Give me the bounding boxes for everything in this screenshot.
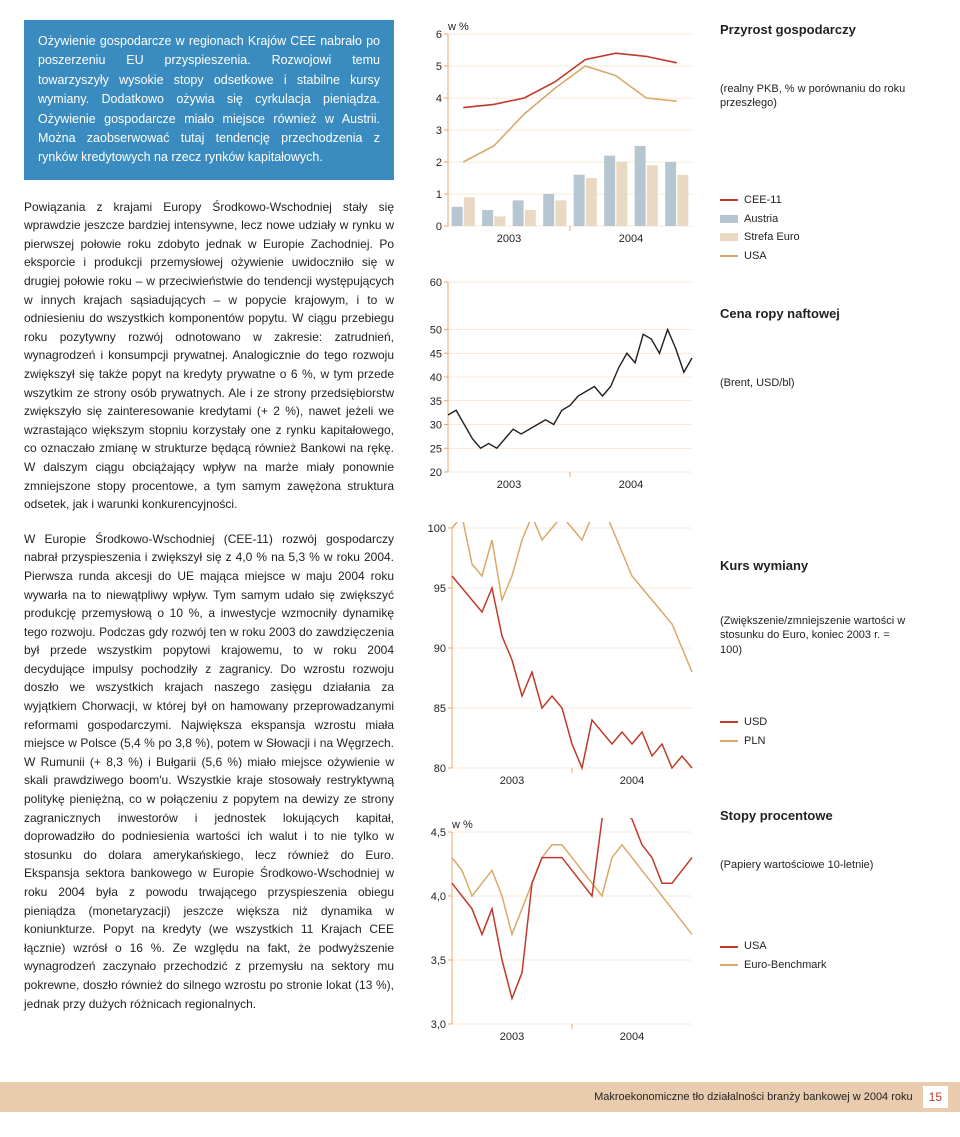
legend-swatch: [720, 255, 738, 257]
svg-text:2004: 2004: [619, 233, 643, 245]
legend-swatch: [720, 946, 738, 948]
charts-column: w %012345620032004 202530354045506020032…: [412, 20, 702, 1074]
footer-page-number: 15: [923, 1086, 948, 1108]
legend-label: USD: [744, 714, 767, 731]
svg-text:85: 85: [434, 703, 446, 715]
svg-text:90: 90: [434, 643, 446, 655]
highlight-box: Ożywienie gospodarcze w regionach Krajów…: [24, 20, 394, 180]
chart-interest-rates: w % 3,0 3,5 4,0 4,5 2003 2004: [412, 818, 702, 1048]
legend-label: USA: [744, 938, 767, 955]
legend-label: CEE-11: [744, 192, 782, 209]
svg-text:50: 50: [430, 325, 442, 337]
legend-swatch: [720, 215, 738, 223]
svg-text:80: 80: [434, 763, 446, 775]
svg-text:95: 95: [434, 583, 446, 595]
sidebar-sub: (realny PKB, % w porównaniu do roku prze…: [720, 82, 910, 112]
svg-text:3,5: 3,5: [431, 955, 446, 967]
sidebar-title: Cena ropy naftowej: [720, 304, 910, 324]
sidebar-sub: (Zwiększenie/zmniejszenie wartości w sto…: [720, 614, 910, 659]
sidebar-title: Przyrost gospodarczy: [720, 20, 910, 40]
svg-text:2: 2: [436, 157, 442, 169]
sidebar-column: Przyrost gospodarczy (realny PKB, % w po…: [720, 20, 910, 1074]
sidebar-title: Kurs wymiany: [720, 556, 910, 576]
svg-text:4,5: 4,5: [431, 827, 446, 839]
svg-text:0: 0: [436, 221, 442, 233]
legend-swatch: [720, 964, 738, 966]
svg-text:45: 45: [430, 348, 442, 360]
legend-item: USA: [720, 248, 910, 265]
svg-text:2003: 2003: [500, 1031, 524, 1043]
svg-text:35: 35: [430, 396, 442, 408]
legend-swatch: [720, 721, 738, 723]
legend-item: Strefa Euro: [720, 229, 910, 246]
legend-label: Euro-Benchmark: [744, 957, 827, 974]
svg-text:w %: w %: [447, 21, 469, 33]
svg-text:20: 20: [430, 467, 442, 479]
legend-item: USD: [720, 714, 910, 731]
svg-text:2004: 2004: [619, 479, 643, 491]
sidebar-block-2: Cena ropy naftowej (Brent, USD/bl): [720, 304, 910, 556]
legend-item: Euro-Benchmark: [720, 957, 910, 974]
footer-bar: Makroekonomiczne tło działalności branży…: [0, 1082, 960, 1112]
legend-label: USA: [744, 248, 767, 265]
paragraph-2: W Europie Środkowo-Wschodniej (CEE-11) r…: [24, 530, 394, 1013]
svg-text:1: 1: [436, 189, 442, 201]
svg-text:5: 5: [436, 61, 442, 73]
legend-label: Austria: [744, 211, 778, 228]
sidebar-block-1: Przyrost gospodarczy (realny PKB, % w po…: [720, 20, 910, 190]
svg-text:2004: 2004: [620, 1031, 644, 1043]
svg-text:4: 4: [436, 93, 442, 105]
sidebar-sub: (Brent, USD/bl): [720, 376, 910, 391]
legend-item: Austria: [720, 211, 910, 228]
svg-text:60: 60: [430, 277, 442, 289]
sidebar-block-3: Kurs wymiany (Zwiększenie/zmniejszenie w…: [720, 556, 910, 806]
legend-item: USA: [720, 938, 910, 955]
svg-text:2004: 2004: [620, 775, 644, 787]
legend-label: PLN: [744, 733, 765, 750]
svg-text:6: 6: [436, 29, 442, 41]
sidebar-sub: (Papiery wartościowe 10-letnie): [720, 858, 910, 873]
svg-text:100: 100: [428, 523, 446, 535]
sidebar-legend-1: CEE-11 AustriaStrefa Euro USA: [720, 192, 910, 304]
svg-text:w %: w %: [451, 819, 473, 831]
svg-text:4,0: 4,0: [431, 891, 446, 903]
svg-text:2003: 2003: [497, 479, 521, 491]
svg-text:40: 40: [430, 372, 442, 384]
chart-exchange-rate: 80 85 90 95 100 2003 2004: [412, 522, 702, 792]
left-column: Ożywienie gospodarcze w regionach Krajów…: [24, 20, 394, 1074]
chart-gdp-growth: w % 0 1 2 3 4 5 6 2003 2004: [412, 20, 702, 250]
sidebar-title: Stopy procentowe: [720, 806, 910, 826]
svg-text:2003: 2003: [497, 233, 521, 245]
legend-swatch: [720, 740, 738, 742]
sidebar-block-4: Stopy procentowe (Papiery wartościowe 10…: [720, 806, 910, 1016]
paragraph-1: Powiązania z krajami Europy Środkowo-Wsc…: [24, 198, 394, 514]
svg-text:25: 25: [430, 443, 442, 455]
svg-text:3,0: 3,0: [431, 1019, 446, 1031]
legend-swatch: [720, 199, 738, 201]
svg-text:2003: 2003: [500, 775, 524, 787]
chart-oil-price: 20 25 30 35 40 45 50 60 2003 2004: [412, 276, 702, 496]
legend-label: Strefa Euro: [744, 229, 800, 246]
legend-item: CEE-11: [720, 192, 910, 209]
svg-text:3: 3: [436, 125, 442, 137]
legend-item: PLN: [720, 733, 910, 750]
svg-text:30: 30: [430, 420, 442, 432]
legend-swatch: [720, 233, 738, 241]
page-content: Ożywienie gospodarcze w regionach Krajów…: [0, 0, 960, 1074]
footer-text: Makroekonomiczne tło działalności branży…: [594, 1089, 913, 1106]
